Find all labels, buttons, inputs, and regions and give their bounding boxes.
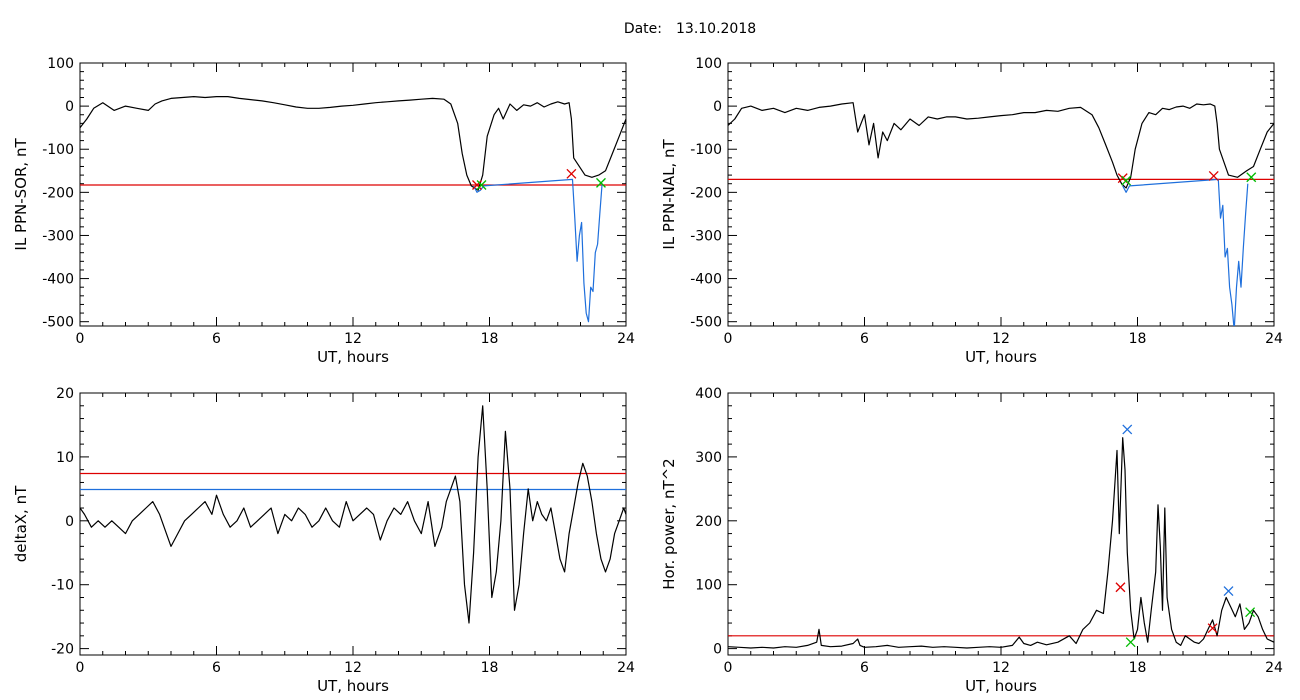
x-axis-label: UT, hours xyxy=(317,677,389,695)
x-tick-label: 18 xyxy=(1129,660,1147,676)
x-tick-label: 0 xyxy=(724,660,733,676)
y-tick-label: -100 xyxy=(42,142,74,158)
x-tick-label: 0 xyxy=(76,660,85,676)
cross-marker xyxy=(476,180,487,190)
plot-frame xyxy=(727,392,1275,656)
x-axis-label: UT, hours xyxy=(317,348,389,366)
panel-bottom-left: 0 6 12 18 24 -20 -10 0 10 20 UT, hours deltaX, nT xyxy=(12,386,635,695)
title-date: 13.10.2018 xyxy=(676,21,756,37)
series-line xyxy=(1122,178,1249,326)
x-tick-label: 24 xyxy=(617,660,635,676)
y-axis-label: IL PPN-NAL, nT xyxy=(660,139,678,250)
cross-marker xyxy=(1207,623,1218,634)
x-tick-label: 6 xyxy=(860,331,869,347)
y-axis-label: deltaX, nT xyxy=(12,485,30,562)
cross-marker xyxy=(596,177,606,188)
y-tick-label: 0 xyxy=(713,642,722,658)
x-tick-label: 6 xyxy=(212,331,221,347)
plot-frame xyxy=(79,62,627,327)
x-axis-label: UT, hours xyxy=(965,677,1037,695)
x-axis-label: UT, hours xyxy=(965,348,1037,366)
y-tick-label: -200 xyxy=(42,185,74,201)
y-axis-label: IL PPN-SOR, nT xyxy=(12,138,30,251)
x-tick-label: 12 xyxy=(992,331,1010,347)
cross-marker xyxy=(1245,607,1256,618)
y-tick-label: -10 xyxy=(51,578,74,594)
y-tick-label: 100 xyxy=(47,56,74,72)
x-tick-label: 6 xyxy=(860,660,869,676)
plot-area xyxy=(80,95,626,323)
y-tick-label: 300 xyxy=(695,450,722,466)
series-line xyxy=(728,437,1274,649)
x-tick-label: 24 xyxy=(1265,331,1283,347)
y-tick-label: -400 xyxy=(42,272,74,288)
cross-marker xyxy=(1115,582,1126,593)
series-line xyxy=(728,102,1274,189)
x-tick-label: 12 xyxy=(992,660,1010,676)
x-tick-label: 24 xyxy=(617,331,635,347)
plot-frame xyxy=(727,62,1275,327)
x-tick-label: 18 xyxy=(481,331,499,347)
y-tick-label: -500 xyxy=(42,315,74,331)
plot-frame xyxy=(79,392,627,656)
y-tick-label: -400 xyxy=(690,272,722,288)
cross-marker xyxy=(472,180,482,190)
y-tick-label: -200 xyxy=(690,185,722,201)
x-tick-label: 0 xyxy=(724,331,733,347)
y-tick-label: 20 xyxy=(56,386,74,402)
series-line xyxy=(80,405,626,624)
plot-area xyxy=(80,405,626,624)
plot-area xyxy=(728,424,1274,649)
x-tick-label: 24 xyxy=(1265,660,1283,676)
y-tick-label: -300 xyxy=(42,228,74,244)
y-axis-label: Hor. power, nT^2 xyxy=(660,458,678,589)
y-tick-label: -300 xyxy=(690,228,722,244)
cross-marker xyxy=(1208,171,1219,181)
cross-marker xyxy=(1121,175,1132,186)
y-tick-label: 100 xyxy=(695,56,722,72)
x-tick-label: 18 xyxy=(481,660,499,676)
cross-marker xyxy=(1125,637,1136,648)
x-tick-label: 18 xyxy=(1129,331,1147,347)
x-tick-label: 12 xyxy=(344,331,362,347)
y-tick-label: -500 xyxy=(690,315,722,331)
panel-top-left: 0 6 12 18 24 -500 -400 -300 -200 -100 0 100 UT, hour… xyxy=(12,56,635,366)
y-tick-label: 200 xyxy=(695,514,722,530)
y-tick-label: 0 xyxy=(65,99,74,115)
x-tick-label: 12 xyxy=(344,660,362,676)
x-tick-label: 6 xyxy=(212,660,221,676)
y-tick-label: 0 xyxy=(713,99,722,115)
series-line xyxy=(473,178,603,323)
plot-area xyxy=(728,102,1274,326)
panel-bottom-right: 0 6 12 18 24 0 100 200 300 400 UT, hours Hor. power… xyxy=(660,386,1283,695)
series-line xyxy=(80,95,626,191)
y-tick-label: -100 xyxy=(690,142,722,158)
x-tick-label: 0 xyxy=(76,331,85,347)
y-tick-label: 100 xyxy=(695,578,722,594)
y-tick-label: 10 xyxy=(56,450,74,466)
y-tick-label: -20 xyxy=(51,642,74,658)
cross-marker xyxy=(1246,172,1257,183)
cross-marker xyxy=(1122,424,1133,435)
y-tick-label: 400 xyxy=(695,386,722,402)
y-tick-label: 0 xyxy=(65,514,74,530)
cross-marker xyxy=(1223,586,1234,597)
title-prefix: Date: xyxy=(624,21,662,37)
panel-top-right: 0 6 12 18 24 -500 -400 -300 -200 -100 0 100 UT, hour… xyxy=(660,56,1283,366)
cross-marker xyxy=(566,168,577,179)
